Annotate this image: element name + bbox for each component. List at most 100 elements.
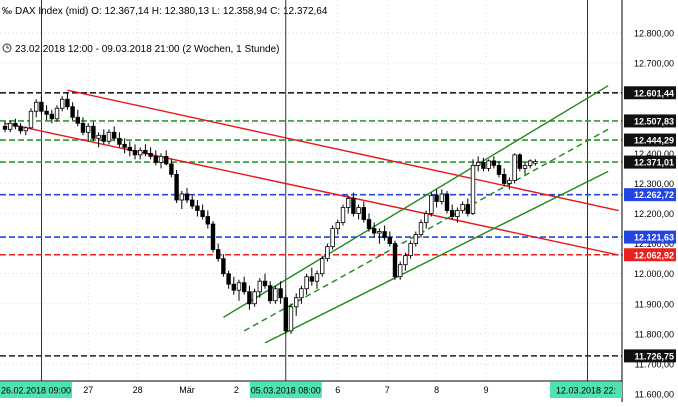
candle-body (252, 291, 257, 305)
symbol-ohlc-line: DAX Index (mid) O: 12.367,14 H: 12.380,1… (15, 6, 328, 17)
level-label-box (624, 349, 676, 363)
trendlines (4, 85, 619, 344)
price-tick-label: 12.000,00 (634, 269, 674, 279)
candle-body (112, 131, 117, 139)
date-range-line: 23.02.2018 12:00 - 09.03.2018 21:00 (2 W… (15, 44, 279, 55)
time-tick-label: 28 (133, 385, 143, 395)
candle-body (236, 282, 242, 291)
trendline-green (223, 85, 609, 318)
candle-body (163, 155, 169, 165)
level-label: 12.121,63 (634, 233, 674, 243)
time-tick-label: Mär (179, 385, 195, 395)
candle-body (403, 255, 408, 266)
candles (2, 93, 538, 334)
candle-body (382, 231, 387, 238)
candle-body (148, 152, 153, 157)
candle-body (189, 199, 195, 207)
candle-body (174, 174, 179, 201)
candle-body (195, 205, 200, 211)
candle-body (309, 276, 314, 282)
time-tick-label: 8 (434, 385, 439, 395)
level-label-box (624, 155, 676, 169)
candle-body (340, 207, 346, 223)
time-tick-label: 2 (234, 385, 239, 395)
trendline-red (67, 89, 619, 212)
candle-body (127, 146, 132, 151)
level-label-box (624, 188, 676, 202)
price-tick-label: 12.200,00 (634, 209, 674, 219)
candle-body (60, 98, 65, 109)
candle-body (283, 297, 288, 332)
chart-header: ‰ DAX Index (mid) O: 12.367,14 H: 12.380… (2, 6, 328, 55)
candle-body (39, 101, 44, 112)
level-label: 12.371,01 (634, 158, 674, 168)
price-tick-label: 11.700,00 (635, 359, 674, 369)
candle-body (257, 280, 262, 293)
candle-body (179, 193, 184, 201)
candle-body (106, 131, 112, 142)
candle-body (2, 125, 8, 130)
candle-body (439, 193, 444, 202)
level-labels: 12.601,44 12.507,83 12.444,29 12.371,01 12.2… (624, 86, 676, 363)
candle-body (533, 161, 538, 164)
candle-body (13, 122, 18, 127)
candle-body (408, 243, 413, 257)
ruler-percent-icon[interactable]: ‰ (2, 6, 12, 17)
time-tick-label: 9 (483, 385, 488, 395)
candle-body (153, 155, 158, 163)
candle-body (449, 210, 455, 217)
candle-body (70, 106, 75, 118)
level-label-box (624, 133, 676, 147)
candle-body (18, 125, 23, 132)
candle-body (80, 122, 86, 133)
candle-body (444, 193, 450, 211)
candle-body (460, 204, 465, 211)
time-tick-label: 6 (335, 385, 340, 395)
candle-body (241, 282, 247, 293)
price-tick-label: 12.800,00 (634, 29, 674, 39)
candle-body (335, 222, 340, 229)
date-marker-lines (41, 0, 588, 381)
candle-body (507, 180, 512, 184)
candle-body (184, 193, 190, 201)
price-tick-label: 11.900,00 (635, 299, 674, 309)
level-label-box (624, 86, 676, 100)
candle-body (169, 163, 174, 175)
candle-body (210, 223, 216, 251)
candle-body (247, 291, 252, 305)
candle-body (481, 161, 486, 169)
price-tick-labels: 11.600,00 11.700,00 11.800,00 11.900,00 12.0… (634, 29, 674, 400)
candle-body (314, 273, 320, 282)
candle-body (267, 285, 273, 302)
price-tick-label: 11.600,00 (635, 390, 674, 400)
price-tick-label: 12.300,00 (634, 179, 674, 189)
candle-body (44, 110, 49, 115)
candle-body (101, 134, 106, 142)
candle-body (117, 137, 122, 145)
candle-body (387, 237, 392, 244)
trendline-red (4, 122, 619, 256)
level-label: 12.444,29 (634, 136, 674, 146)
level-label: 12.601,44 (634, 88, 674, 98)
candle-body (413, 234, 418, 245)
candle-body (486, 160, 491, 169)
candle-body (49, 113, 54, 120)
candle-body (205, 216, 210, 225)
candle-body (361, 207, 366, 220)
price-tick-label: 11.800,00 (635, 329, 674, 339)
candle-body (273, 288, 278, 302)
clock-icon (2, 43, 12, 53)
level-label: 12.062,92 (634, 250, 674, 260)
candle-body (522, 164, 528, 169)
candle-body (496, 164, 502, 175)
candle-body (351, 198, 356, 214)
candle-body (23, 127, 28, 132)
price-tick-label: 12.700,00 (634, 59, 674, 69)
date-marker-box (249, 382, 322, 398)
candle-body (288, 306, 294, 332)
candle-body (423, 213, 429, 223)
candle-body (86, 125, 91, 133)
candle-body (491, 160, 496, 166)
candle-body (278, 288, 283, 299)
candle-body (96, 134, 101, 139)
